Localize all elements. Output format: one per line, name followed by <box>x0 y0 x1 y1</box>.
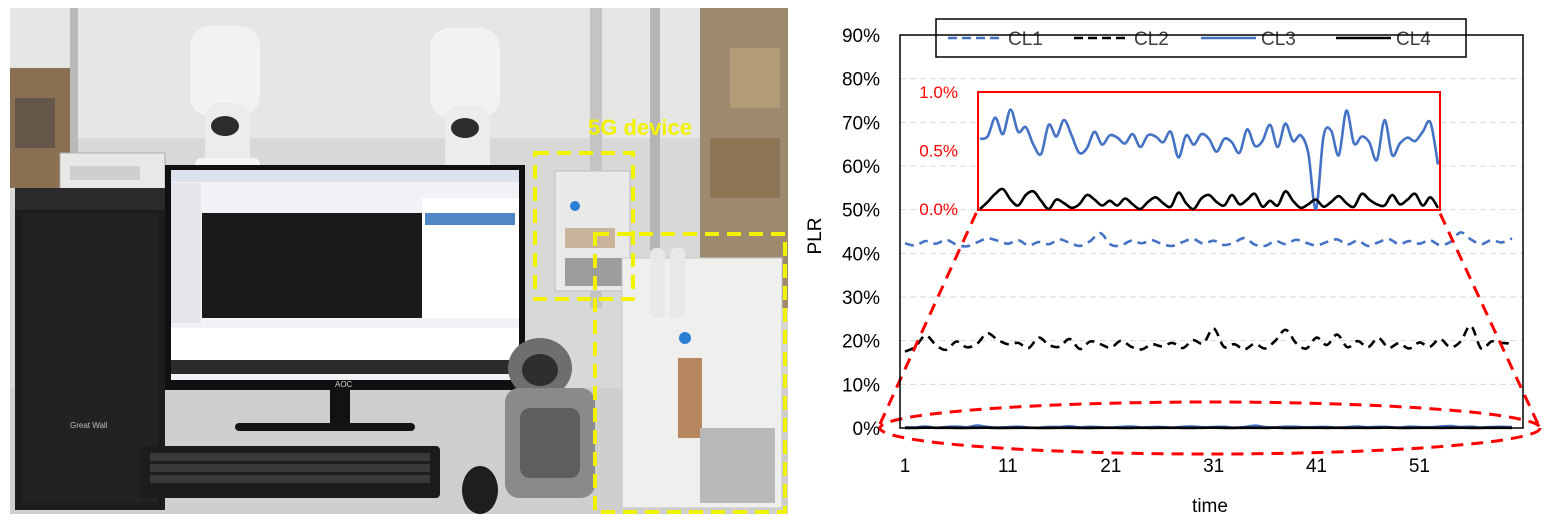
x-tick-label: 31 <box>1203 456 1224 477</box>
x-axis-label: time <box>1192 496 1228 517</box>
zoom-callout <box>878 208 1542 456</box>
y-tick-label: 0% <box>853 419 881 440</box>
y-axis-ticks: 0% 10% 20% 30% 40% 50% 60% 70% 80% 90% <box>842 26 880 440</box>
inset-y-tick-label: 1.0% <box>919 83 958 102</box>
y-tick-label: 90% <box>842 26 880 47</box>
pc-tower: Great Wall <box>15 188 165 510</box>
y-tick-label: 10% <box>842 375 880 396</box>
inset-y-tick-label: 0.5% <box>919 142 958 161</box>
monitor: AOC <box>165 165 525 431</box>
x-axis-ticks: 1 11 21 31 41 51 <box>900 456 1430 477</box>
inset-y-tick-label: 0.0% <box>919 200 958 219</box>
y-tick-label: 70% <box>842 113 880 134</box>
y-tick-label: 50% <box>842 201 880 222</box>
x-tick-label: 11 <box>998 456 1018 477</box>
y-tick-label: 20% <box>842 332 880 353</box>
zoom-ellipse <box>878 400 1542 456</box>
x-tick-label: 41 <box>1306 456 1327 477</box>
inset-series-line-cl3 <box>979 108 1440 211</box>
robot-arm-right <box>430 28 500 181</box>
terminal-window <box>202 213 422 318</box>
lab-setup-photo: Great Wall AOC <box>10 8 788 514</box>
y-tick-label: 40% <box>842 244 880 265</box>
robot-arm-left <box>190 26 260 188</box>
pc-brand-label: Great Wall <box>70 421 108 430</box>
y-axis-label: PLR <box>805 218 826 255</box>
y-tick-label: 60% <box>842 157 880 178</box>
x-tick-label: 1 <box>900 456 911 477</box>
monitor-brand-label: AOC <box>335 380 353 389</box>
inset-frame <box>977 91 1441 211</box>
legend-label: CL2 <box>1134 29 1169 50</box>
5g-device-highlight-large <box>593 232 787 514</box>
5g-device-highlight-small <box>533 151 635 301</box>
plot-frame <box>899 34 1524 429</box>
legend-label: CL3 <box>1261 29 1296 50</box>
5g-device-large <box>621 248 783 509</box>
x-tick-label: 21 <box>1100 456 1121 477</box>
5g-device-small <box>554 170 631 292</box>
y-tick-label: 80% <box>842 70 880 91</box>
legend: CL1 CL2 CL3 CL4 <box>935 18 1467 58</box>
5g-device-label: 5G device <box>588 115 692 140</box>
series-line-cl1 <box>904 231 1513 248</box>
x-tick-label: 51 <box>1409 456 1430 477</box>
mouse <box>462 466 498 514</box>
series-lines <box>904 231 1513 430</box>
plr-line-chart: 0%10%20%30%40%50%60%70%80%90% 1 11 21 31 41 5… <box>805 18 1542 517</box>
inset-series-line-cl4 <box>979 187 1440 211</box>
legend-label: CL4 <box>1396 29 1431 50</box>
taskbar <box>171 360 519 374</box>
legend-label: CL1 <box>1008 29 1043 50</box>
series-line-cl2 <box>904 324 1513 353</box>
haptic-device <box>505 338 595 498</box>
zoom-connector-left <box>878 208 980 425</box>
inset-chart: 0.0% 0.5% 1.0% <box>919 83 1441 219</box>
y-tick-label: 30% <box>842 288 880 309</box>
